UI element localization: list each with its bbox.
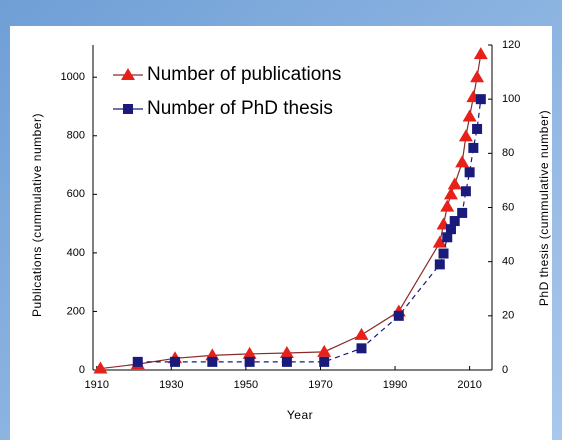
y-tick-label: 200 [67, 305, 85, 317]
x-axis-label: Year [287, 408, 313, 422]
data-point [465, 167, 475, 177]
x-tick-label: 1910 [84, 379, 108, 391]
y-tick-label: 800 [67, 130, 85, 142]
y2-tick-label: 80 [502, 147, 514, 159]
y-tick-label: 1000 [61, 71, 85, 83]
y-tick-label: 600 [67, 188, 85, 200]
data-point [476, 94, 486, 104]
data-point [133, 357, 143, 367]
data-point [319, 357, 329, 367]
y2-tick-label: 60 [502, 201, 514, 213]
legend-label: Number of publications [147, 64, 341, 85]
data-point [282, 357, 292, 367]
y2-tick-label: 0 [502, 364, 508, 376]
y2-tick-label: 100 [502, 93, 520, 105]
legend-marker [123, 104, 133, 114]
x-tick-label: 1990 [383, 379, 407, 391]
data-point [468, 143, 478, 153]
data-point [356, 343, 366, 353]
y2-axis-label: PhD thesis (cummulative number) [537, 110, 551, 306]
x-tick-label: 1950 [234, 379, 258, 391]
y-tick-label: 0 [79, 364, 85, 376]
panel [10, 26, 552, 440]
data-point [207, 357, 217, 367]
data-point [439, 249, 449, 259]
y2-tick-label: 120 [502, 39, 520, 51]
data-point [435, 259, 445, 269]
legend-label: Number of PhD thesis [147, 98, 333, 119]
y2-tick-label: 40 [502, 256, 514, 268]
screenshot: Year Publications (cummulative number) P… [0, 0, 562, 440]
data-point [245, 357, 255, 367]
data-point [461, 186, 471, 196]
y2-tick-label: 20 [502, 310, 514, 322]
data-point [472, 124, 482, 134]
data-point [394, 311, 404, 321]
x-tick-label: 1930 [159, 379, 183, 391]
x-tick-label: 2010 [457, 379, 481, 391]
data-point [457, 208, 467, 218]
data-point [170, 357, 180, 367]
y-axis-label: Publications (cummulative number) [30, 113, 44, 317]
x-tick-label: 1970 [308, 379, 332, 391]
y-tick-label: 400 [67, 247, 85, 259]
